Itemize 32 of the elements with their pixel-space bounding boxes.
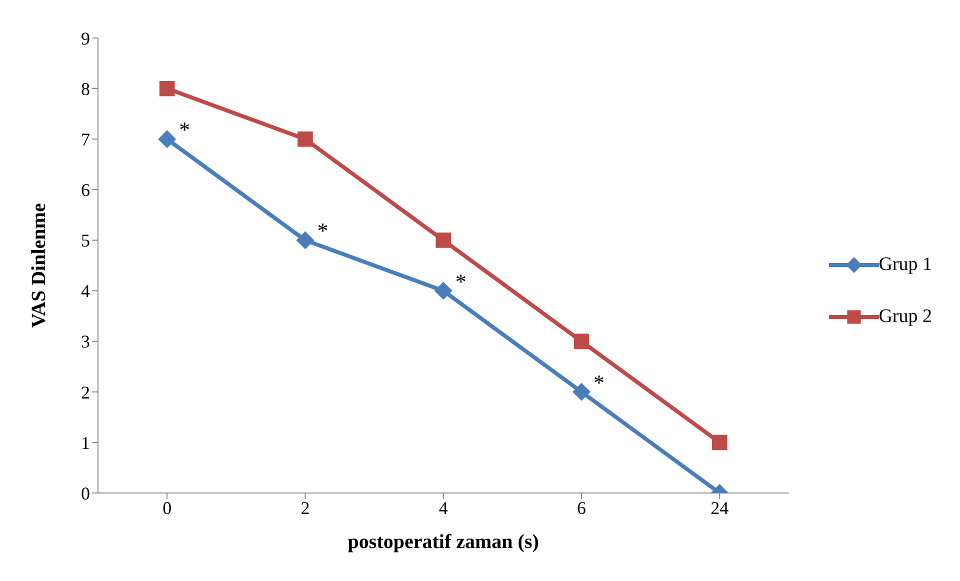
annotation: * bbox=[455, 268, 466, 294]
x-tick-label: 4 bbox=[438, 498, 448, 518]
y-tick-label: 1 bbox=[81, 432, 90, 453]
point bbox=[712, 434, 728, 450]
y-tick-label: 6 bbox=[81, 180, 90, 200]
y-tick-label: 9 bbox=[81, 28, 90, 48]
point bbox=[574, 334, 590, 349]
x-tick-label: 24 bbox=[710, 498, 729, 518]
annotation: * bbox=[593, 370, 604, 395]
y-tick-label: 8 bbox=[81, 78, 90, 99]
y-axis-title: VAS Dinlenme bbox=[28, 203, 50, 328]
x-axis-title: postoperatif zaman (s) bbox=[348, 531, 539, 553]
point bbox=[298, 131, 313, 147]
x-tick-label: 2 bbox=[300, 498, 310, 518]
y-tick-label: 0 bbox=[81, 483, 90, 504]
legend-label: Grup 1 bbox=[878, 254, 932, 276]
point bbox=[159, 80, 175, 96]
y-tick-label: 2 bbox=[81, 382, 90, 402]
point bbox=[158, 130, 176, 148]
legend-label: Grup 2 bbox=[878, 306, 932, 328]
x-tick-label: 0 bbox=[162, 498, 172, 518]
point bbox=[572, 382, 590, 401]
point bbox=[434, 282, 452, 300]
point bbox=[436, 232, 451, 248]
annotation: * bbox=[317, 218, 328, 244]
annotation: * bbox=[179, 117, 190, 142]
y-tick-label: 3 bbox=[81, 332, 90, 352]
x-tick-label: 6 bbox=[576, 498, 586, 518]
point bbox=[296, 231, 314, 250]
y-tick-label: 5 bbox=[81, 230, 90, 251]
y-tick-label: 4 bbox=[81, 281, 90, 302]
y-tick-label: 7 bbox=[81, 130, 90, 150]
